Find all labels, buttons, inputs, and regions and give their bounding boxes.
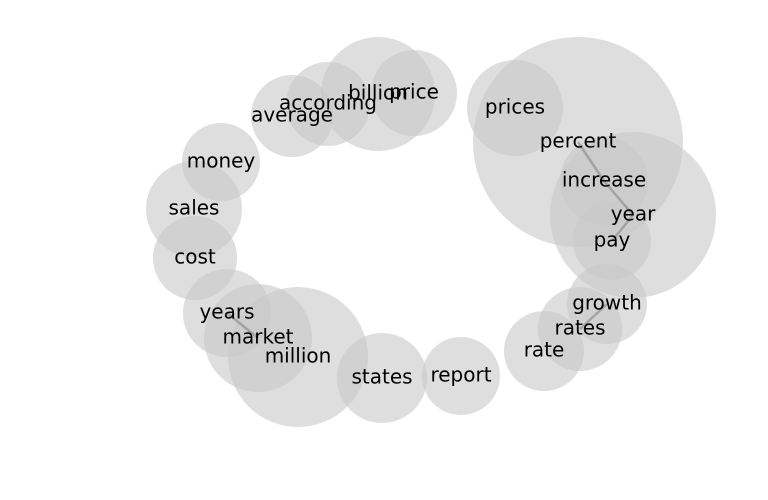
word-label-year: year: [611, 202, 656, 226]
word-label-prices: prices: [485, 95, 545, 119]
word-label-report: report: [430, 363, 491, 387]
word-label-according: according: [279, 91, 377, 115]
link-percent-increase: [576, 141, 606, 182]
word-label-million: million: [265, 344, 332, 368]
bubble-report: [422, 337, 500, 415]
link-years-market: [226, 312, 259, 339]
word-label-price: price: [389, 80, 439, 104]
word-label-percent: percent: [540, 129, 617, 153]
bubble-states: [337, 333, 427, 423]
word-label-rates: rates: [554, 316, 605, 340]
word-label-pay: pay: [594, 228, 631, 252]
word-label-growth: growth: [572, 291, 642, 315]
bubble-cost: [153, 216, 237, 300]
bubble-money: [182, 123, 260, 201]
word-label-rate: rate: [524, 338, 565, 362]
link-growth-rates: [579, 303, 608, 330]
word-label-cost: cost: [174, 245, 216, 269]
bubble-average: [251, 75, 333, 157]
word-label-increase: increase: [562, 168, 646, 192]
word-label-money: money: [187, 149, 256, 173]
link-increase-year: [603, 180, 634, 216]
word-label-market: market: [223, 325, 294, 349]
link-year-pay: [611, 214, 634, 242]
links-layer: [226, 141, 634, 339]
bubble-prices: [467, 60, 563, 156]
word-label-years: years: [199, 300, 254, 324]
bubble-price: [371, 50, 457, 136]
word-label-billion: billion: [348, 81, 408, 105]
word-label-average: average: [251, 103, 333, 127]
word-label-sales: sales: [169, 196, 220, 220]
word-label-states: states: [351, 365, 412, 389]
bubble-rate: [504, 311, 584, 391]
